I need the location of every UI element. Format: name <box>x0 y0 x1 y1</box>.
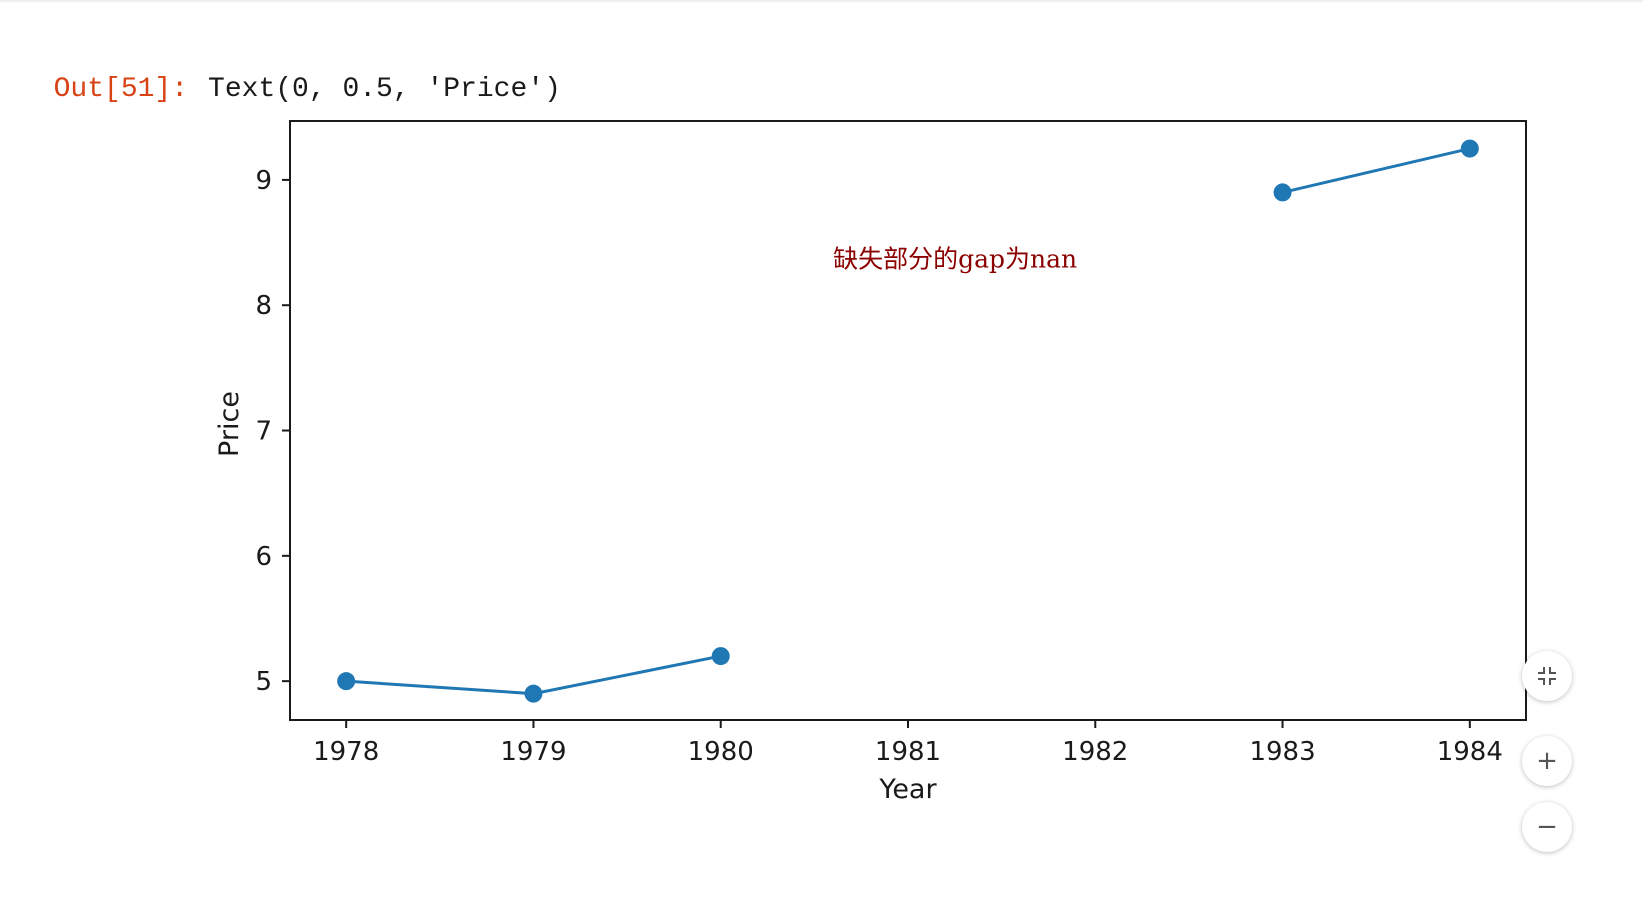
data-point <box>337 672 356 691</box>
x-tick-label: 1984 <box>1437 737 1503 767</box>
data-point <box>711 647 730 666</box>
series-points <box>337 139 1479 703</box>
data-point <box>524 684 543 703</box>
series-line-segment <box>1282 147 1471 194</box>
plot-frame <box>289 120 1527 721</box>
minus-icon: − <box>1536 812 1558 842</box>
x-tick-label: 1982 <box>1062 737 1128 767</box>
zoom-in-button[interactable]: + <box>1522 736 1572 786</box>
data-point <box>1460 139 1479 158</box>
output-prompt: Out[51]: <box>53 74 189 105</box>
x-tick-label: 1980 <box>688 737 754 767</box>
y-axis-title: Price <box>214 391 245 457</box>
x-axis-title: Year <box>878 774 937 805</box>
plus-icon: + <box>1536 746 1558 776</box>
compress-icon <box>1538 667 1556 685</box>
x-tick-label: 1983 <box>1249 737 1315 767</box>
cell-output-line: Out[51]: Text(0, 0.5, 'Price') <box>20 36 561 108</box>
y-axis: 5 6 7 8 9 <box>255 166 290 697</box>
series-lines <box>346 147 1471 696</box>
fit-view-button[interactable] <box>1522 651 1572 701</box>
data-point <box>1273 183 1292 202</box>
x-tick-label: 1979 <box>500 737 566 767</box>
y-tick-label: 6 <box>255 542 272 572</box>
x-tick-label: 1978 <box>313 737 379 767</box>
y-tick-label: 7 <box>255 417 272 447</box>
y-tick-label: 8 <box>255 291 272 321</box>
top-divider <box>0 0 1643 3</box>
x-tick-label: 1981 <box>875 737 941 767</box>
x-axis: 1978 1979 1980 1981 1982 1983 1984 <box>313 720 1503 767</box>
chart-annotation: 缺失部分的gap为nan <box>833 245 1077 274</box>
y-tick-label: 5 <box>255 667 272 697</box>
output-text: Text(0, 0.5, 'Price') <box>208 74 561 105</box>
zoom-out-button[interactable]: − <box>1522 802 1572 852</box>
y-tick-label: 9 <box>255 166 272 196</box>
